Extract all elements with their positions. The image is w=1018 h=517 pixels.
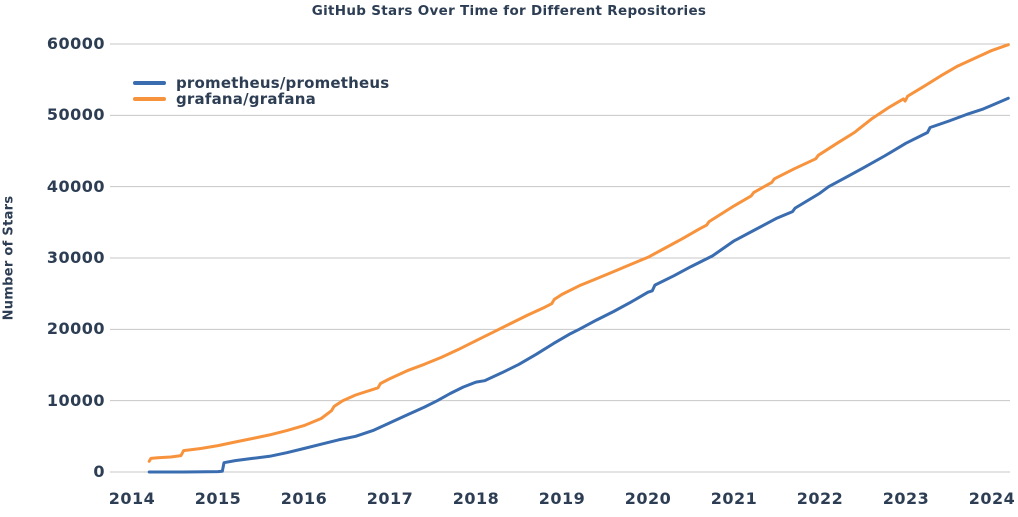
x-tick-label: 2024 [968, 489, 1016, 508]
x-tick-label: 2023 [882, 489, 930, 508]
y-tick-label: 50000 [46, 105, 105, 125]
legend-item-prometheus: prometheus/prometheus [133, 74, 390, 92]
x-tick-label: 2020 [624, 489, 672, 508]
series-line-grafana [147, 43, 1010, 463]
legend-line-swatch-grafana [133, 97, 166, 101]
legend-label-grafana: grafana/grafana [176, 90, 316, 108]
legend-line-swatch-prometheus [133, 81, 166, 85]
y-tick-label: 60000 [46, 34, 105, 53]
x-tick-label: 2018 [452, 489, 500, 508]
legend-label-prometheus: prometheus/prometheus [176, 74, 390, 92]
y-tick-label: 10000 [46, 390, 105, 410]
x-tick-label: 2019 [538, 489, 586, 508]
x-tick-label: 2016 [280, 489, 328, 508]
x-tick-label: 2017 [366, 489, 414, 508]
y-tick-label: 20000 [46, 319, 105, 339]
y-tick-label: 30000 [46, 248, 105, 267]
x-tick-label: 2014 [108, 489, 156, 508]
chart-title: GitHub Stars Over Time for Different Rep… [311, 3, 707, 19]
y-tick-label: 0 [93, 462, 105, 481]
x-tick-label: 2015 [194, 489, 242, 508]
series-line-prometheus [147, 96, 1010, 474]
legend-item-grafana: grafana/grafana [133, 90, 389, 108]
x-tick-label: 2021 [710, 489, 758, 508]
x-tick-label: 2022 [796, 489, 844, 508]
y-tick-label: 40000 [46, 176, 105, 196]
legend: prometheus/prometheus grafana/grafana [133, 74, 390, 108]
